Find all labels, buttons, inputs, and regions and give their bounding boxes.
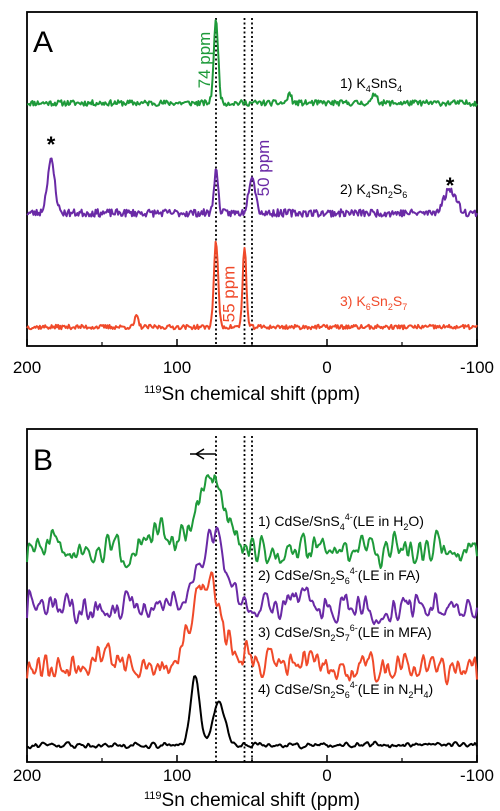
x-tick-label-b-100: 100 [163,766,191,785]
x-tick-label-a-100: 100 [163,358,191,377]
shift-arrow-head [195,448,205,460]
trace-label-a-2: 2) K4Sn2S6 [340,181,407,200]
trace-a-3 [26,240,478,331]
x-tick-label-a--100: -100 [460,358,494,377]
trace-label-b-1: 1) CdSe/SnS44-(LE in H2O) [258,512,424,532]
x-tick-label-a-200: 200 [13,358,41,377]
trace-label-a-1: 1) K4SnS4 [340,75,402,94]
ppm-label-74: 74 ppm [195,32,214,89]
ppm-label-50: 50 ppm [254,140,273,197]
trace-label-b-4: 4) CdSe/Sn2S64-(LE in N2H4) [258,680,433,700]
trace-label-a-3: 3) K6Sn2S7 [340,293,407,312]
trace-a-2 [26,157,478,218]
trace-a-1 [26,19,478,107]
x-tick-label-b--100: -100 [460,766,494,785]
trace-label-b-2: 2) CdSe/Sn2S64-(LE in FA) [258,566,420,586]
ppm-label-55: 55 ppm [220,266,239,323]
peak-asterisk-3: * [47,132,56,157]
x-tick-label-b-0: 0 [322,766,331,785]
panel-a-x-axis-title: 119Sn chemical shift (ppm) [144,384,360,405]
peak-asterisk-4: * [446,173,455,198]
trace-label-b-3: 3) CdSe/Sn2S76-(LE in MFA) [258,623,432,643]
panel-b: B 1) CdSe/SnS44-(LE in H2O) 2) CdSe/Sn2S6… [13,428,494,811]
trace-b-4 [26,675,478,750]
panel-b-letter: B [33,444,53,477]
panel-b-x-axis-title: 119Sn chemical shift (ppm) [144,790,360,811]
trace-b-3 [26,571,478,686]
trace-b-1 [26,474,478,569]
trace-b-2 [26,526,478,626]
x-tick-label-b-200: 200 [13,766,41,785]
panel-a: A 1) K4SnS4 2) K4Sn2S6 3) K6Sn2S7 200 100 0 -… [13,11,494,405]
x-tick-label-a-0: 0 [322,358,331,377]
panel-a-letter: A [33,26,53,59]
